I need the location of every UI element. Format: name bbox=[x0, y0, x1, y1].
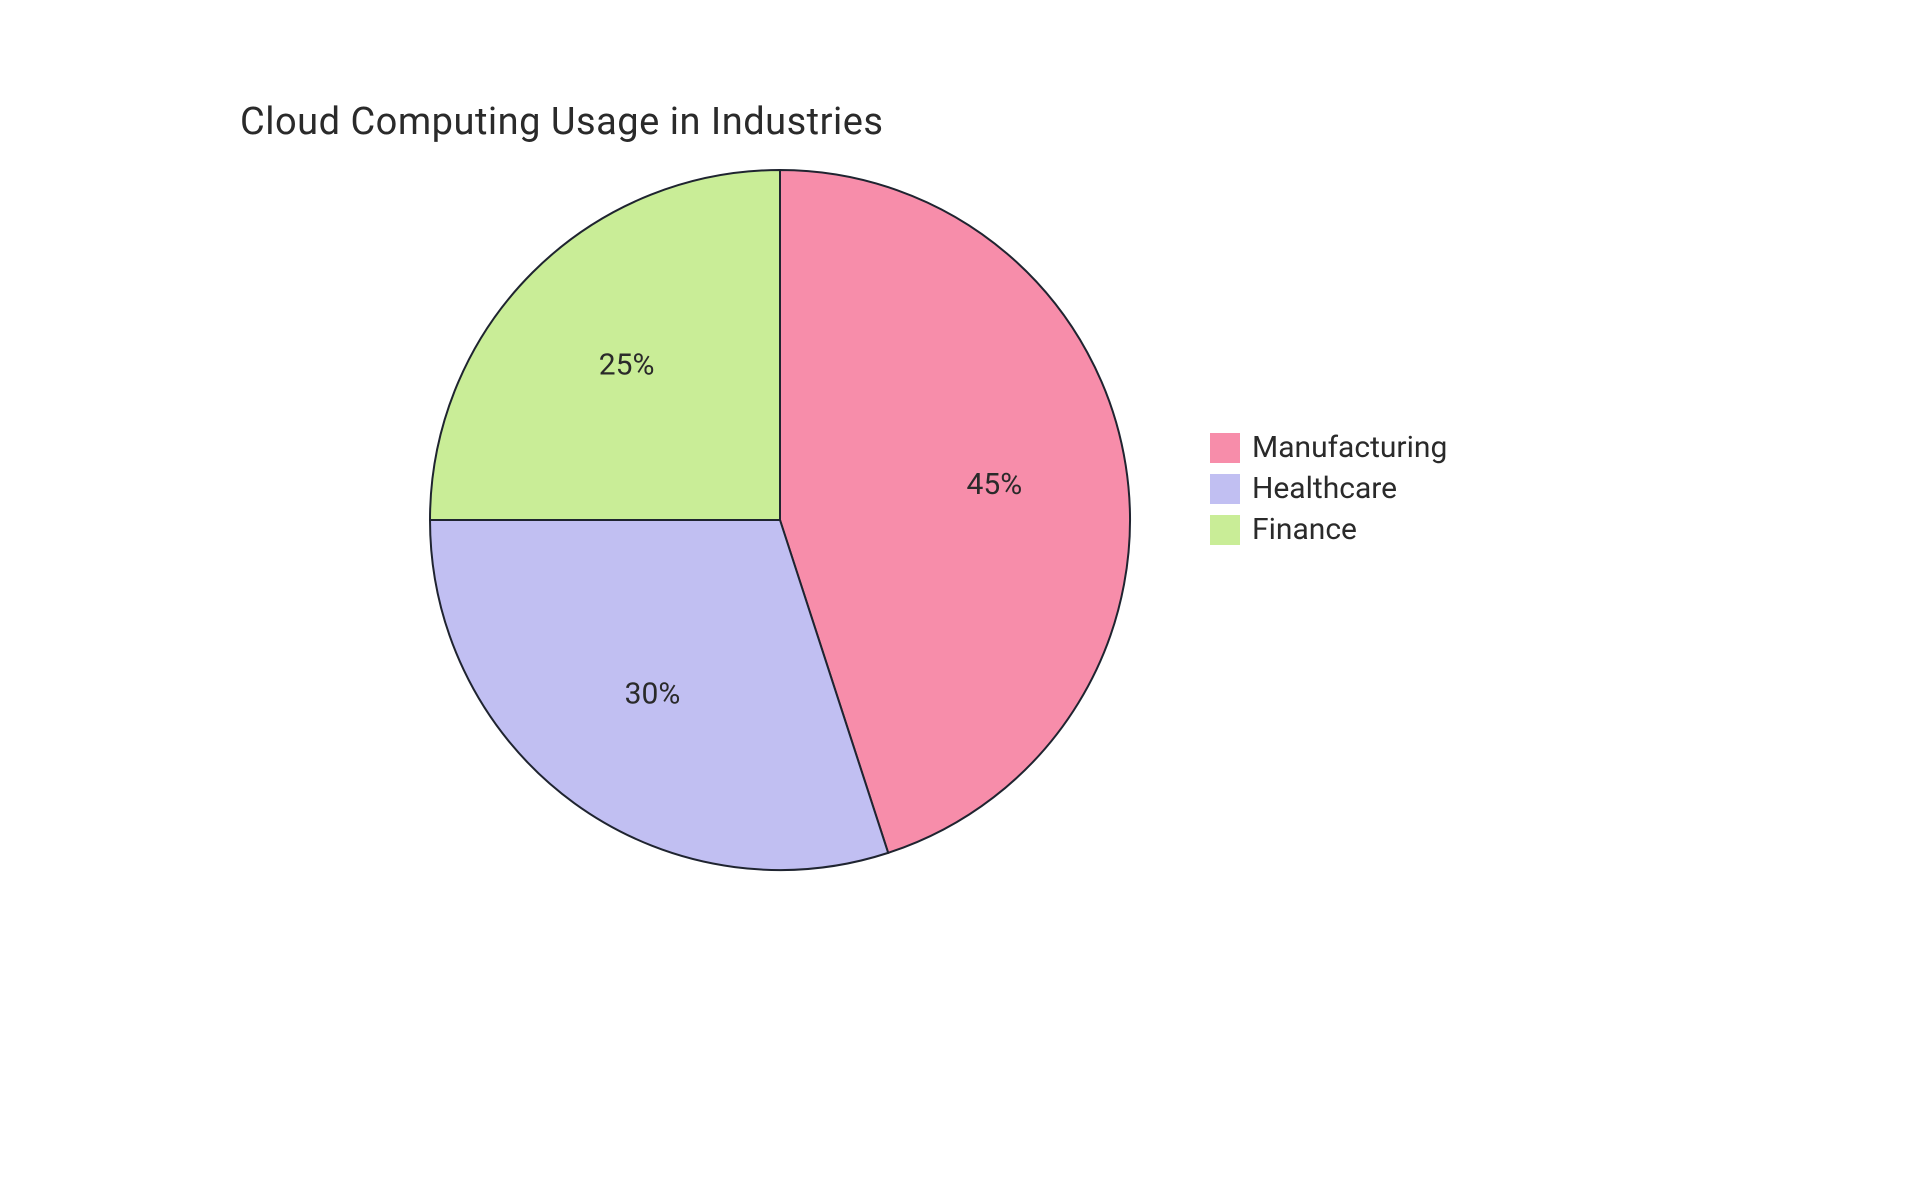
pie-chart: 45% 30% 25% bbox=[420, 160, 1140, 880]
pie-slice-label-healthcare: 30% bbox=[625, 676, 681, 711]
legend-item-manufacturing: Manufacturing bbox=[1210, 430, 1447, 465]
chart-title: Cloud Computing Usage in Industries bbox=[240, 100, 884, 144]
pie-slice-label-manufacturing: 45% bbox=[966, 467, 1022, 502]
legend-swatch-healthcare bbox=[1210, 474, 1240, 504]
legend-item-finance: Finance bbox=[1210, 512, 1447, 547]
legend-label-finance: Finance bbox=[1252, 512, 1357, 547]
legend-swatch-manufacturing bbox=[1210, 433, 1240, 463]
chart-legend: Manufacturing Healthcare Finance bbox=[1210, 430, 1447, 547]
pie-slice-label-finance: 25% bbox=[599, 347, 655, 382]
legend-label-healthcare: Healthcare bbox=[1252, 471, 1397, 506]
pie-slice-finance bbox=[430, 170, 780, 520]
legend-swatch-finance bbox=[1210, 515, 1240, 545]
legend-label-manufacturing: Manufacturing bbox=[1252, 430, 1447, 465]
chart-stage: Cloud Computing Usage in Industries 45% 3… bbox=[240, 100, 1680, 888]
legend-item-healthcare: Healthcare bbox=[1210, 471, 1447, 506]
